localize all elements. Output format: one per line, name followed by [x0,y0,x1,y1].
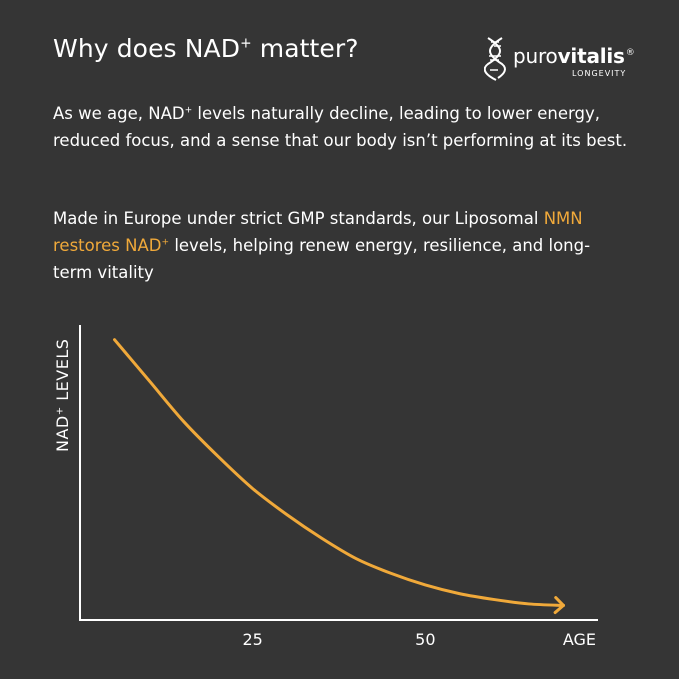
product-paragraph: Made in Europe under strict GMP standard… [53,209,591,282]
dna-helix-icon [484,37,506,81]
x-tick-label-1: 50 [415,630,435,649]
x-tick-label-0: 25 [242,630,262,649]
intro-paragraph: As we age, NAD+ levels naturally decline… [53,104,628,150]
curve-arrowhead [553,596,565,615]
brand-logo: purovitalis® LONGEVITY [484,36,644,86]
y-axis-label: NAD⁺ LEVELS [53,339,72,452]
nad-level-curve [113,338,565,607]
page-title: Why does NAD+ matter? [53,34,359,63]
brand-name: purovitalis® [513,44,635,68]
highlight-text: NMN restores NAD+ [53,209,583,255]
x-ticks: 25 50 [242,630,435,649]
brand-tagline: LONGEVITY [572,69,627,78]
x-axis-label: AGE [563,630,596,649]
